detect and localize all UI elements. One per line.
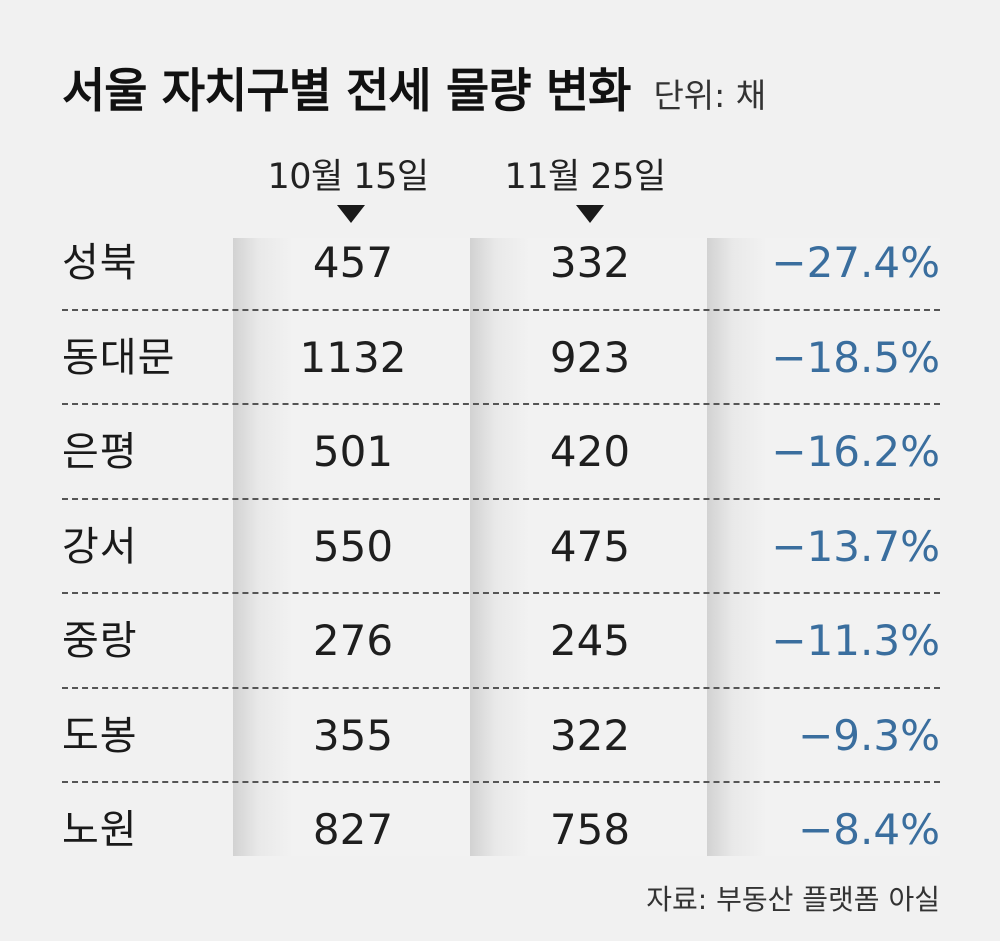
table-row: 강서 550 475 −13.7% bbox=[62, 500, 940, 594]
column-band-oct15 bbox=[233, 238, 473, 856]
table-row: 동대문 1132 923 −18.5% bbox=[62, 311, 940, 405]
column-band-nov25 bbox=[470, 238, 710, 856]
change-percent: −16.2% bbox=[771, 427, 940, 476]
district-name: 도봉 bbox=[62, 712, 138, 759]
value-oct15: 827 bbox=[312, 805, 394, 854]
value-nov25: 923 bbox=[549, 332, 631, 382]
change-percent: −27.4% bbox=[771, 238, 940, 287]
value-oct15: 276 bbox=[312, 616, 394, 665]
change-percent: −9.3% bbox=[798, 710, 940, 760]
title-row: 서울 자치구별 전세 물량 변화 단위: 채 bbox=[62, 52, 766, 122]
value-oct15: 457 bbox=[312, 238, 394, 287]
data-table: 성북 457 332 −27.4% 동대문 1132 923 −18.5% 은평 501 420 −1… bbox=[62, 216, 940, 878]
value-nov25: 475 bbox=[549, 521, 631, 571]
table-row: 성북 457 332 −27.4% bbox=[62, 216, 940, 311]
value-oct15: 355 bbox=[312, 710, 394, 760]
value-nov25: 322 bbox=[549, 710, 631, 760]
down-arrow-icon bbox=[337, 205, 365, 223]
district-name: 강서 bbox=[62, 523, 138, 570]
chart-title: 서울 자치구별 전세 물량 변화 bbox=[62, 64, 631, 119]
value-oct15: 1132 bbox=[299, 332, 407, 382]
change-percent: −18.5% bbox=[771, 332, 940, 382]
district-name: 노원 bbox=[62, 807, 138, 853]
district-name: 성북 bbox=[62, 240, 138, 286]
column-header-oct15: 10월 15일 bbox=[267, 157, 429, 197]
table-row: 도봉 355 322 −9.3% bbox=[62, 689, 940, 783]
value-nov25: 420 bbox=[549, 427, 631, 476]
change-percent: −13.7% bbox=[771, 521, 940, 571]
table-row: 중랑 276 245 −11.3% bbox=[62, 594, 940, 689]
value-oct15: 501 bbox=[312, 427, 394, 476]
district-name: 중랑 bbox=[62, 618, 138, 664]
table-row: 은평 501 420 −16.2% bbox=[62, 405, 940, 500]
district-name: 은평 bbox=[62, 429, 138, 475]
column-header-nov25: 11월 25일 bbox=[504, 157, 666, 197]
value-nov25: 758 bbox=[549, 805, 631, 854]
unit-label: 단위: 채 bbox=[653, 76, 767, 115]
value-nov25: 332 bbox=[549, 238, 631, 287]
table-row: 노원 827 758 −8.4% bbox=[62, 783, 940, 878]
down-arrow-icon bbox=[576, 205, 604, 223]
change-percent: −11.3% bbox=[771, 616, 940, 665]
source-note: 자료: 부동산 플랫폼 아실 bbox=[646, 883, 940, 916]
value-nov25: 245 bbox=[549, 616, 631, 665]
value-oct15: 550 bbox=[312, 521, 394, 571]
district-name: 동대문 bbox=[62, 334, 176, 381]
column-band-change bbox=[707, 238, 940, 856]
change-percent: −8.4% bbox=[798, 805, 940, 854]
